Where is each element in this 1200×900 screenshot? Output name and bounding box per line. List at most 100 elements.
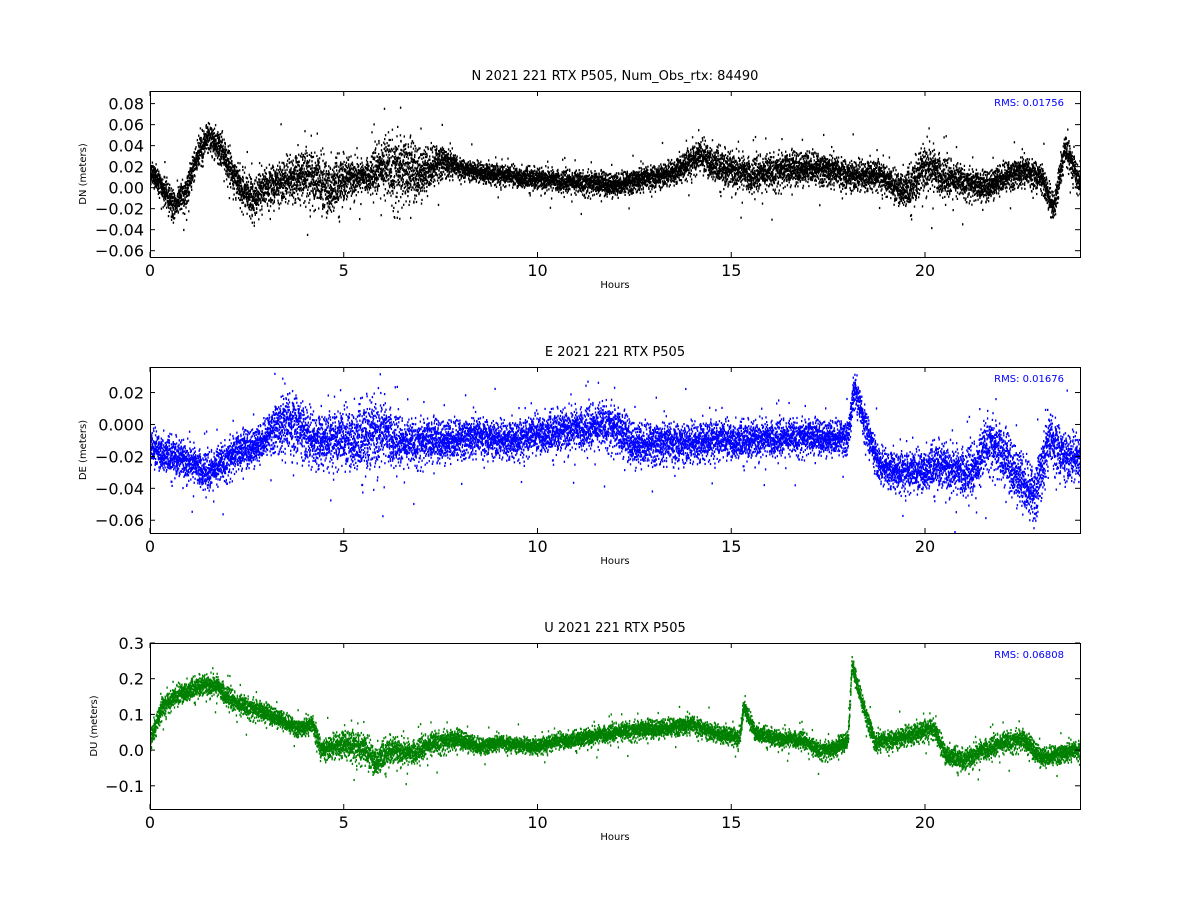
data-point [400,152,402,155]
data-point [509,170,512,173]
data-point [216,146,218,149]
data-point [262,175,265,178]
data-point [331,199,334,202]
data-point [365,179,367,182]
data-point [311,167,313,170]
data-point [170,208,172,211]
data-point [483,174,485,177]
data-point [173,192,175,195]
data-point [184,186,187,190]
data-point [344,191,346,194]
data-point [399,134,402,137]
data-point [171,201,173,204]
data-point [259,209,261,212]
data-point [249,198,251,201]
data-point [290,180,292,183]
data-point [230,155,233,158]
data-point [261,208,263,211]
data-point [369,177,371,180]
data-point [423,173,426,176]
data-point [221,130,224,133]
data-point [417,148,419,151]
data-point [232,179,234,183]
data-point [163,199,165,202]
data-point [289,194,291,197]
data-point [229,169,231,172]
data-point [403,148,405,151]
data-point [165,185,167,188]
data-point [475,175,477,178]
data-point [342,150,345,153]
data-point [380,144,383,147]
data-point [217,152,220,155]
data-point [393,185,396,188]
data-point [391,179,393,182]
data-point [221,156,223,159]
data-point [387,168,389,171]
data-point [163,197,165,200]
data-point [405,180,407,183]
data-point [272,202,274,205]
data-point [356,174,359,177]
data-point [357,173,359,176]
data-point [302,188,305,191]
data-point [434,145,436,149]
data-point [399,161,401,164]
data-point [310,189,312,193]
data-point [326,212,329,215]
data-point [248,189,250,192]
data-point [382,169,384,172]
data-point [196,139,199,142]
data-point [269,205,272,208]
data-point [343,183,346,186]
data-point [405,172,407,175]
data-point [358,172,360,175]
data-point [330,176,333,179]
data-point [203,152,205,155]
data-point [414,153,416,157]
data-point [202,137,205,140]
data-point [387,160,390,163]
data-point [193,156,195,160]
data-point [484,178,486,181]
data-point [247,185,249,188]
data-point [285,181,287,184]
data-point [158,178,160,181]
data-point [325,181,327,184]
data-point [192,177,194,180]
data-point [298,153,300,156]
data-point [294,165,297,168]
data-point [436,153,438,157]
data-point [260,193,263,197]
data-point [158,196,161,199]
data-point [345,189,347,192]
data-point [362,177,364,180]
data-point [218,150,220,153]
data-point [454,171,456,175]
data-point [370,167,373,170]
data-point [282,183,285,186]
data-point [198,142,201,145]
data-point [169,183,171,186]
data-point [196,168,198,171]
data-point [320,187,323,190]
data-point [408,186,411,190]
data-point [350,189,352,193]
data-point [457,163,460,166]
data-point [201,153,203,156]
data-point [386,164,389,167]
data-point [496,162,498,165]
data-point [343,180,345,183]
data-point [203,133,206,136]
data-point [221,140,223,143]
data-point [296,177,299,181]
data-point [437,161,440,164]
data-point [387,156,389,159]
data-point [324,193,327,196]
data-point [321,186,324,189]
data-point [384,188,387,191]
data-point [370,193,372,196]
data-point [440,154,442,157]
data-point [323,169,325,172]
